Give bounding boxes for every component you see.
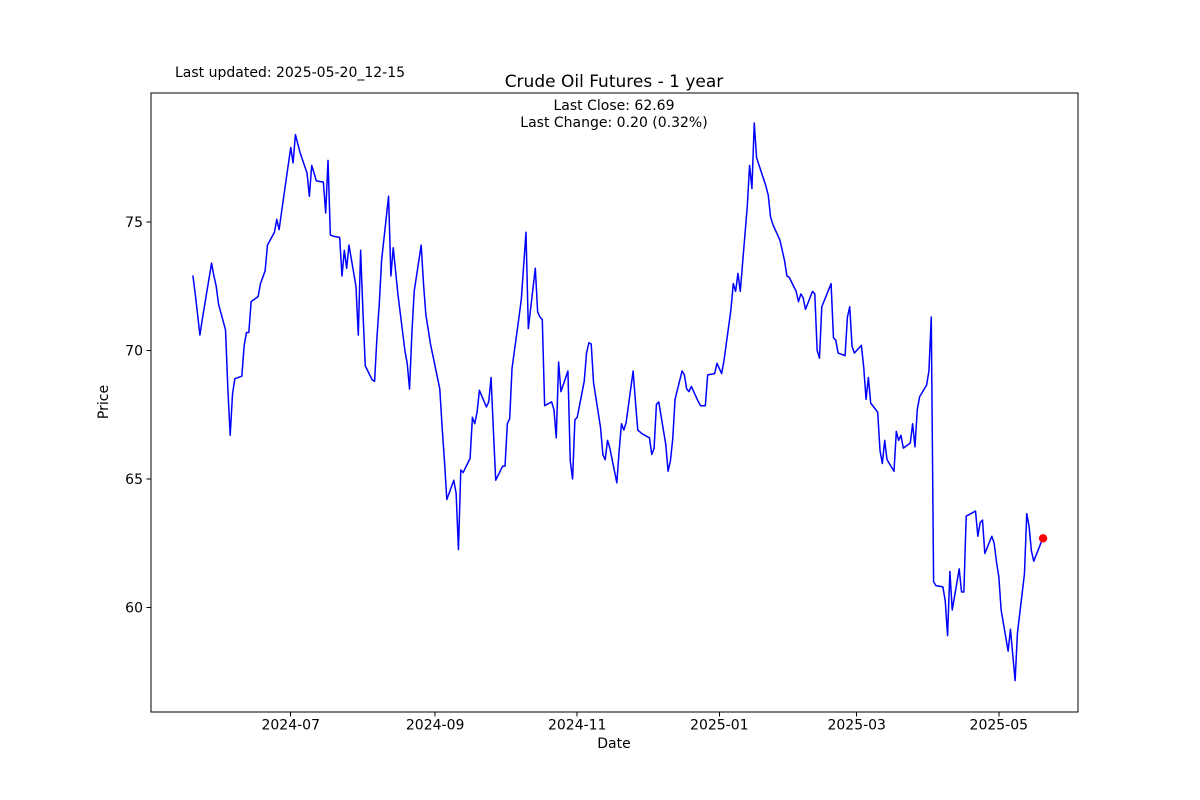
chart-subtitle: Last Close: 62.69 Last Change: 0.20 (0.3…	[0, 98, 1200, 131]
last-updated-label: Last updated: 2025-05-20_12-15	[175, 65, 406, 81]
last-close-label: Last Close: 62.69	[553, 98, 675, 114]
last-change-label: Last Change: 0.20 (0.32%)	[520, 114, 708, 131]
last-price-marker	[1038, 534, 1048, 543]
chart-title-text: Crude Oil Futures - 1 year	[504, 72, 724, 92]
x-axis-label: Date	[597, 736, 631, 752]
y-axis-label: Price	[96, 384, 112, 420]
axes-spines	[150, 92, 1079, 713]
x-tick-label: 2025-03	[827, 718, 886, 734]
x-tick-label: 2025-01	[690, 718, 749, 734]
y-tick-label: 70	[125, 343, 143, 359]
y-tick-label: 65	[125, 472, 143, 488]
x-tick-label: 2024-11	[548, 718, 607, 734]
chart-title: Crude Oil Futures - 1 year	[0, 74, 1200, 91]
y-tick-label: 75	[125, 215, 143, 231]
x-tick-label: 2024-09	[406, 718, 465, 734]
x-tick-label: 2024-07	[261, 718, 320, 734]
x-tick-label: 2025-05	[970, 718, 1029, 734]
y-tick-label: 60	[125, 600, 143, 616]
price-line	[192, 122, 1044, 682]
